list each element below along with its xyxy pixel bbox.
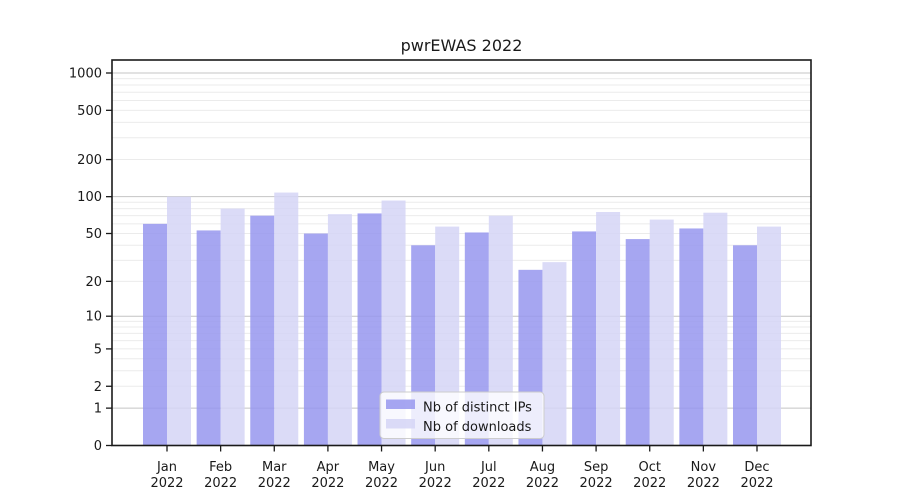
bar-distinct-ips-feb bbox=[196, 230, 221, 446]
bar-distinct-ips-nov bbox=[679, 228, 704, 446]
x-tick-label-month: Jul bbox=[480, 460, 497, 475]
x-tick-label-month: Nov bbox=[691, 460, 717, 475]
legend-swatch-downloads bbox=[386, 419, 415, 429]
bar-downloads-apr bbox=[327, 214, 352, 446]
x-tick-label-month: Sep bbox=[584, 460, 609, 475]
y-tick-label: 50 bbox=[85, 227, 102, 242]
bar-downloads-nov bbox=[703, 212, 728, 446]
y-tick-label: 100 bbox=[77, 190, 102, 205]
x-tick-label-year: 2022 bbox=[365, 476, 398, 491]
x-tick-label-year: 2022 bbox=[526, 476, 559, 491]
bar-distinct-ips-apr bbox=[303, 233, 328, 446]
bar-downloads-sep bbox=[596, 211, 621, 446]
bar-distinct-ips-jan bbox=[143, 223, 167, 446]
bar-distinct-ips-sep bbox=[572, 231, 597, 446]
x-tick-label-year: 2022 bbox=[204, 476, 237, 491]
x-tick-label-month: Jan bbox=[156, 460, 177, 475]
x-tick-label-month: Feb bbox=[209, 460, 232, 475]
x-tick-label-year: 2022 bbox=[687, 476, 720, 491]
bar-downloads-dec bbox=[756, 226, 781, 446]
x-tick-label-month: Apr bbox=[317, 460, 340, 475]
bars bbox=[143, 192, 781, 446]
x-tick-label-year: 2022 bbox=[150, 476, 183, 491]
y-tick-label: 1000 bbox=[69, 67, 102, 82]
x-tick-label-year: 2022 bbox=[740, 476, 773, 491]
legend-label-downloads: Nb of downloads bbox=[423, 420, 532, 435]
y-tick-label: 2 bbox=[94, 380, 102, 395]
y-tick-label: 200 bbox=[77, 153, 102, 168]
bar-downloads-jan bbox=[167, 196, 191, 446]
y-tick-label: 500 bbox=[77, 104, 102, 119]
x-tick-label-month: May bbox=[368, 460, 395, 475]
y-tick-label: 1 bbox=[94, 402, 102, 417]
axes: 01251020501002005001000Jan2022Feb2022Mar… bbox=[69, 67, 774, 492]
x-tick-label-month: Aug bbox=[530, 460, 555, 475]
bar-distinct-ips-dec bbox=[732, 245, 757, 446]
x-tick-label-year: 2022 bbox=[311, 476, 344, 491]
bar-downloads-mar bbox=[274, 192, 299, 446]
bar-downloads-aug bbox=[542, 262, 567, 446]
x-tick-label-year: 2022 bbox=[633, 476, 666, 491]
chart-title: pwrEWAS 2022 bbox=[401, 36, 523, 55]
x-tick-label-month: Oct bbox=[638, 460, 660, 475]
bar-distinct-ips-oct bbox=[625, 239, 650, 446]
x-tick-label-year: 2022 bbox=[472, 476, 505, 491]
bar-distinct-ips-mar bbox=[250, 215, 275, 446]
y-tick-label: 20 bbox=[85, 275, 102, 290]
legend-box bbox=[379, 391, 545, 439]
x-tick-label-month: Jun bbox=[424, 460, 445, 475]
x-tick-label-month: Dec bbox=[744, 460, 769, 475]
legend-label-distinct-ips: Nb of distinct IPs bbox=[423, 401, 532, 416]
y-tick-label: 0 bbox=[94, 439, 102, 454]
bar-downloads-oct bbox=[649, 219, 674, 446]
x-tick-label-year: 2022 bbox=[258, 476, 291, 491]
legend: Nb of distinct IPs Nb of downloads bbox=[379, 391, 545, 439]
y-tick-label: 10 bbox=[85, 310, 102, 325]
y-tick-label: 5 bbox=[94, 342, 102, 357]
bar-distinct-ips-may bbox=[357, 213, 382, 446]
x-tick-label-year: 2022 bbox=[580, 476, 613, 491]
bar-downloads-feb bbox=[220, 208, 245, 446]
legend-swatch-distinct-ips bbox=[386, 399, 415, 409]
x-tick-label-year: 2022 bbox=[419, 476, 452, 491]
plot-frame bbox=[111, 59, 812, 447]
x-tick-label-month: Mar bbox=[262, 460, 287, 475]
